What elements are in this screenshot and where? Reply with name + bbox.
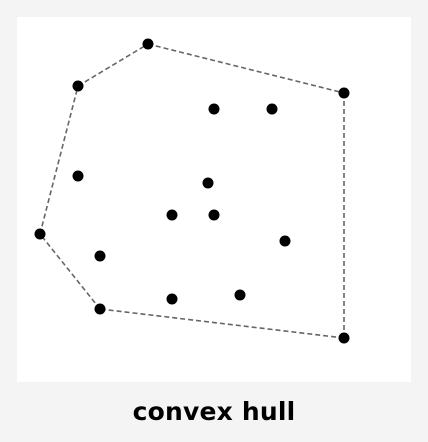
point: [338, 332, 350, 344]
points-layer: [34, 38, 350, 344]
point: [338, 87, 350, 99]
diagram-panel: [17, 17, 411, 382]
point: [166, 209, 178, 221]
point: [208, 209, 220, 221]
point: [142, 38, 154, 50]
point: [279, 235, 291, 247]
point: [166, 293, 178, 305]
hull-edge: [39, 85, 79, 235]
point: [208, 103, 220, 115]
point: [202, 177, 214, 189]
point: [94, 303, 106, 315]
caption: convex hull: [132, 397, 296, 426]
hull-layer: [39, 43, 345, 339]
point: [72, 170, 84, 182]
point: [94, 250, 106, 262]
hull-edge: [99, 308, 345, 339]
hull-edge: [147, 43, 345, 94]
point: [234, 289, 246, 301]
point: [34, 228, 46, 240]
point: [72, 80, 84, 92]
hull-edge: [77, 43, 149, 87]
point: [266, 103, 278, 115]
hull-edge: [39, 233, 101, 310]
